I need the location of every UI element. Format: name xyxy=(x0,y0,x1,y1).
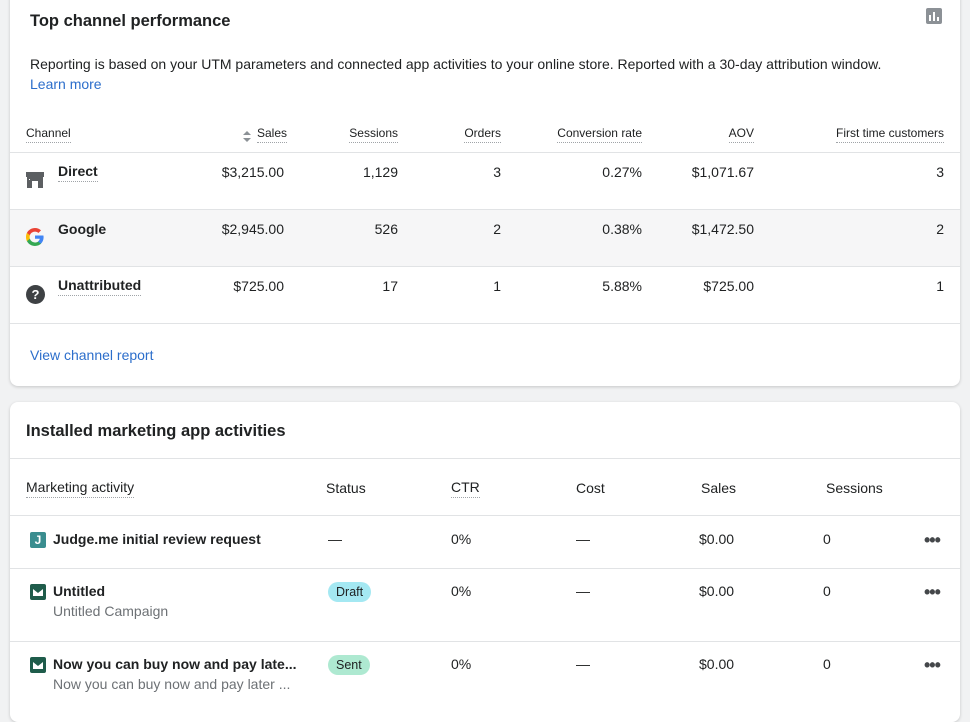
cost-value: — xyxy=(576,583,590,599)
orders-value: 3 xyxy=(493,164,501,180)
sessions-value: 0 xyxy=(823,583,831,599)
status-value: — xyxy=(328,531,342,547)
column-header-orders[interactable]: Orders xyxy=(464,126,501,143)
column-header-marketing-activity[interactable]: Marketing activity xyxy=(26,479,135,498)
conversion-rate-value: 0.38% xyxy=(602,221,642,237)
activity-subtitle: Untitled Campaign xyxy=(53,603,169,619)
ctr-value: 0% xyxy=(451,656,472,672)
channel-performance-card: Top channel performance Reporting is bas… xyxy=(10,0,960,386)
first-time-customers-value: 1 xyxy=(936,278,944,294)
marketing-activities-card: Installed marketing app activities Marke… xyxy=(10,402,960,722)
orders-value: 1 xyxy=(493,278,501,294)
column-header-first-time-customers[interactable]: First time customers xyxy=(835,126,944,143)
column-header-sessions: Sessions xyxy=(826,480,883,496)
activity-name[interactable]: Untitled xyxy=(53,583,106,599)
activity-row[interactable]: Untitled Untitled Campaign Draft 0% — $0… xyxy=(10,569,960,641)
sessions-value: 17 xyxy=(382,278,398,294)
first-time-customers-value: 3 xyxy=(936,164,944,180)
column-header-conversion-rate[interactable]: Conversion rate xyxy=(557,126,642,143)
description: Reporting is based on your UTM parameter… xyxy=(30,56,882,72)
channel-name[interactable]: Direct xyxy=(58,163,98,182)
judgeme-icon: J xyxy=(30,532,46,548)
activity-subtitle: Now you can buy now and pay later ... xyxy=(53,676,291,692)
cost-value: — xyxy=(576,656,590,672)
ctr-value: 0% xyxy=(451,583,472,599)
more-actions-button[interactable]: ••• xyxy=(924,530,941,550)
sales-value: $3,215.00 xyxy=(221,164,284,180)
activity-name[interactable]: Now you can buy now and pay late... xyxy=(53,656,297,672)
conversion-rate-value: 5.88% xyxy=(602,278,642,294)
table-row[interactable]: ? Unattributed $725.00 17 1 5.88% $725.0… xyxy=(10,267,960,323)
column-header-aov[interactable]: AOV xyxy=(728,126,754,143)
cost-value: — xyxy=(576,531,590,547)
column-header-status: Status xyxy=(326,480,366,496)
sessions-value: 0 xyxy=(823,656,831,672)
sales-value: $0.00 xyxy=(699,583,735,599)
aov-value: $1,472.50 xyxy=(691,221,754,237)
card-title: Installed marketing app activities xyxy=(26,422,286,440)
email-icon xyxy=(30,657,46,676)
table-row[interactable]: Direct $3,215.00 1,129 3 0.27% $1,071.67… xyxy=(10,153,960,209)
first-time-customers-value: 2 xyxy=(936,221,944,237)
conversion-rate-value: 0.27% xyxy=(602,164,642,180)
activity-name[interactable]: Judge.me initial review request xyxy=(53,531,261,547)
svg-text:?: ? xyxy=(32,287,40,302)
google-icon xyxy=(26,228,44,249)
column-header-channel[interactable]: Channel xyxy=(26,126,71,143)
sessions-value: 0 xyxy=(823,531,831,547)
sort-icon[interactable] xyxy=(243,129,251,145)
more-actions-button[interactable]: ••• xyxy=(924,655,941,675)
column-header-sessions[interactable]: Sessions xyxy=(349,126,398,143)
column-header-cost: Cost xyxy=(576,480,605,496)
view-channel-report-link[interactable]: View channel report xyxy=(30,347,154,363)
sales-value: $0.00 xyxy=(699,531,735,547)
orders-value: 2 xyxy=(493,221,501,237)
more-actions-button[interactable]: ••• xyxy=(924,582,941,602)
activity-row[interactable]: J Judge.me initial review request — 0% —… xyxy=(10,516,960,568)
aov-value: $1,071.67 xyxy=(691,164,754,180)
sessions-value: 526 xyxy=(374,221,398,237)
email-icon xyxy=(30,584,46,603)
learn-more-link[interactable]: Learn more xyxy=(30,76,102,92)
activity-row[interactable]: Now you can buy now and pay late... Now … xyxy=(10,642,960,714)
status-badge: Draft xyxy=(328,582,372,602)
sales-value: $0.00 xyxy=(699,656,735,672)
sessions-value: 1,129 xyxy=(362,164,398,180)
column-header-sales: Sales xyxy=(701,480,737,496)
store-icon xyxy=(26,172,44,191)
channel-name[interactable]: Google xyxy=(58,221,107,237)
sales-value: $725.00 xyxy=(233,278,284,294)
question-icon: ? xyxy=(26,285,45,307)
ctr-value: 0% xyxy=(451,531,472,547)
sales-value: $2,945.00 xyxy=(221,221,284,237)
channel-name[interactable]: Unattributed xyxy=(58,277,142,296)
card-title: Top channel performance xyxy=(30,12,231,30)
column-header-ctr[interactable]: CTR xyxy=(451,479,480,498)
table-row[interactable]: Google $2,945.00 526 2 0.38% $1,472.50 2 xyxy=(10,210,960,266)
aov-value: $725.00 xyxy=(703,278,754,294)
status-badge: Sent xyxy=(328,655,370,675)
bar-chart-icon[interactable] xyxy=(926,8,942,24)
column-header-sales[interactable]: Sales xyxy=(257,126,288,143)
